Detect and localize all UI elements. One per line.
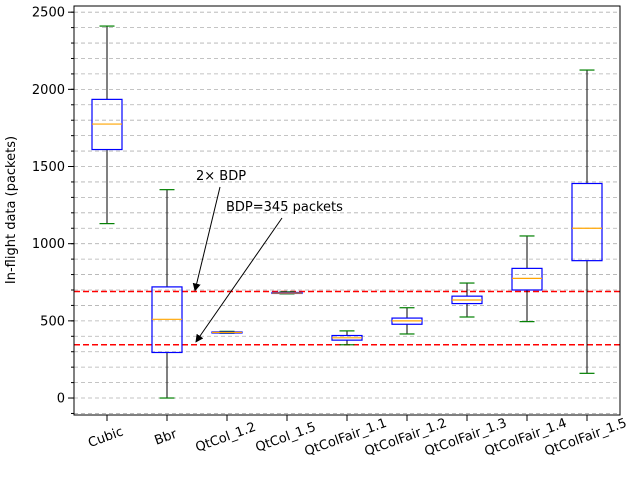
annotation-bdp: BDP=345 packets: [226, 200, 343, 215]
y-tick-label: 2500: [32, 6, 65, 21]
box-plot: [331, 330, 363, 346]
box-plot: [391, 307, 423, 335]
y-tick-label: 1500: [32, 160, 65, 175]
y-axis-label: In-flight data (packets): [4, 136, 19, 284]
y-tick-label: 0: [57, 392, 65, 407]
x-axis-ticks: Cubic Bbr QtCol_1.2QtCol_1.5QtColFair_1.1Q…: [86, 415, 629, 460]
annotation-arrow-bdp: [195, 217, 283, 343]
box-plot: [271, 291, 303, 295]
plot-frame: [73, 5, 621, 416]
x-tick-label: Bbr: [153, 427, 180, 449]
y-tick-label: 1000: [32, 237, 65, 252]
box-plot: [451, 282, 483, 318]
box-plot: [211, 330, 243, 334]
box-plot: [91, 25, 123, 225]
y-axis-ticks: 0 500 1000 1500 2000 2500: [32, 6, 74, 414]
annotation-arrow-2x-bdp: [192, 186, 221, 292]
x-tick-label: QtCol_1.2: [194, 420, 258, 456]
box-plot: [511, 235, 543, 323]
x-tick-label: Cubic: [86, 424, 125, 451]
annotation-2x-bdp: 2× BDP: [196, 169, 246, 184]
grid-lines: [74, 11, 620, 414]
box-plot: [151, 189, 183, 399]
y-tick-label: 2000: [32, 83, 65, 98]
annotations: 2× BDP BDP=345 packets: [192, 169, 343, 343]
box-plot: [571, 69, 603, 374]
reference-lines: [74, 290, 620, 346]
y-tick-label: 500: [40, 314, 65, 329]
box-iqr: [571, 182, 603, 262]
box-plots: [91, 25, 603, 399]
box-iqr: [511, 267, 543, 291]
